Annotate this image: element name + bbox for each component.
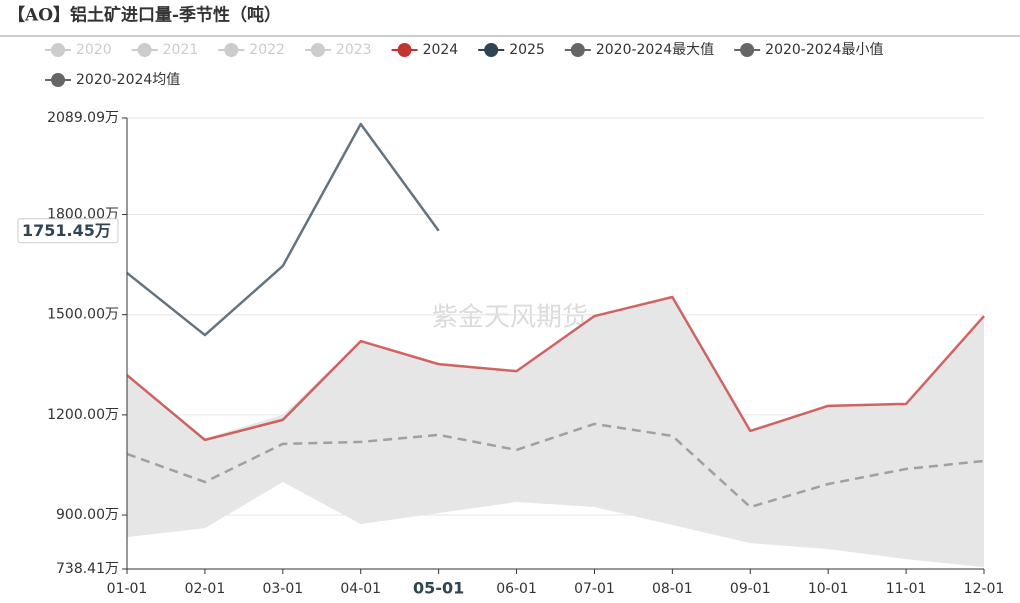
legend-label: 2024 (423, 42, 459, 58)
y-tick-label: 1200.00万 (47, 407, 119, 423)
x-tick-label: 05-01 (413, 579, 464, 598)
legend-marker (137, 43, 152, 57)
x-tick-label: 01-01 (107, 581, 148, 597)
watermark: 紫金天风期货 (432, 303, 588, 333)
range-band (127, 297, 984, 568)
series-line (126, 122, 440, 337)
x-tick-label: 12-01 (964, 581, 1005, 597)
pointer-label: 1751.45万 (22, 221, 111, 240)
legend-marker (484, 43, 499, 57)
legend-label: 2020-2024均值 (76, 72, 180, 88)
legend-label: 2021 (163, 42, 199, 58)
legend-marker (310, 43, 325, 57)
x-tick-label: 03-01 (262, 581, 303, 597)
y-tick-label: 2089.09万 (47, 110, 119, 126)
pointer-label-box (17, 218, 119, 244)
legend-label: 2020-2024最大值 (596, 42, 714, 58)
x-tick-label: 04-01 (340, 581, 381, 597)
chart-title: 【AO】铝土矿进口量-季节性（吨） (8, 5, 281, 26)
legend-marker (397, 43, 412, 57)
x-tick-label: 07-01 (574, 581, 615, 597)
series-line (126, 295, 985, 442)
legend-label: 2023 (336, 42, 372, 58)
legend-label: 2020-2024最小值 (765, 42, 883, 58)
x-tick-label: 11-01 (886, 581, 927, 597)
legend-label: 2022 (249, 42, 285, 58)
y-tick-label: 900.00万 (56, 507, 119, 523)
legend-label: 2020 (76, 42, 112, 58)
legend-marker (51, 43, 65, 57)
x-tick-label: 08-01 (652, 581, 693, 597)
series-line (126, 422, 985, 509)
legend-marker (224, 43, 239, 57)
legend-marker (51, 73, 65, 87)
x-tick-label: 06-01 (496, 581, 537, 597)
x-tick-label: 10-01 (808, 581, 849, 597)
legend-label: 2025 (509, 42, 545, 58)
legend-marker (740, 43, 755, 57)
y-tick-label: 738.41万 (56, 561, 119, 577)
legend-marker (570, 43, 585, 57)
y-tick-label: 1500.00万 (47, 307, 119, 323)
x-tick-label: 09-01 (730, 581, 771, 597)
x-tick-label: 02-01 (185, 581, 226, 597)
